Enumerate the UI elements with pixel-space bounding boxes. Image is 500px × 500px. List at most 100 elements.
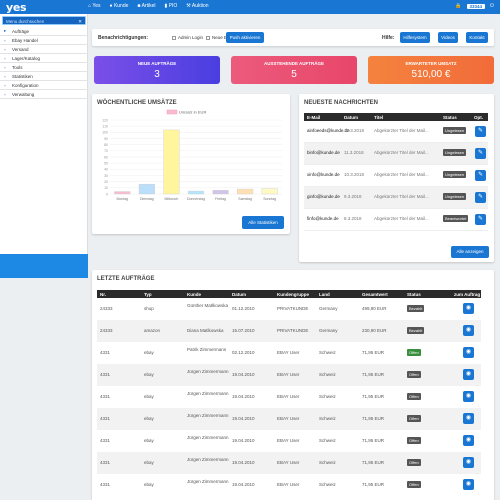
y-tick-label: 0 [106, 192, 108, 196]
sidebar-item-konfiguration[interactable]: ▫ Konfiguration [0, 81, 88, 90]
order-gruppe: PRIVATKUNDE [277, 306, 309, 311]
order-typ: ebay [144, 416, 154, 421]
eye-icon[interactable]: ◉ [463, 369, 474, 380]
y-tick-label: 60 [104, 155, 108, 159]
sidebar-item-verwaltung[interactable]: ▫ Verwaltung [0, 90, 88, 99]
message-row[interactable]: finfo@kunde.de 8.3.2018 Abgekürzter Tite… [304, 209, 488, 231]
order-datum: 19.04.2010 [232, 438, 255, 443]
eye-icon[interactable]: ◉ [463, 391, 474, 402]
status-badge: Ungelesen [443, 193, 467, 200]
col-kunde[interactable]: Kunde [187, 292, 201, 297]
top-nav: ⌂ Yes ● Kunde ■ Artikel ▮ PIO ⚒ Auktion [88, 3, 209, 9]
eye-icon[interactable]: ◉ [463, 303, 474, 314]
message-row[interactable]: binfo@kunde.de 11.3.2018 Abgekürzter Tit… [304, 143, 488, 165]
eye-icon[interactable]: ◉ [463, 413, 474, 424]
topnav-pio[interactable]: ▮ PIO [164, 3, 177, 9]
order-nr: 24333 [100, 328, 113, 333]
msg-date: 11.3.2018 [344, 150, 364, 155]
eye-icon[interactable]: ◉ [463, 479, 474, 490]
hilfesystem-button[interactable]: Hilfesystem [400, 32, 430, 43]
chart-bar [237, 188, 254, 195]
lock-icon[interactable]: 🔒 [455, 3, 462, 9]
message-row[interactable]: ginfo@kunde.de 9.3.2018 Abgekürzter Tite… [304, 187, 488, 209]
edit-icon[interactable]: ✎ [475, 148, 486, 159]
sidebar-item-lager[interactable]: ▫ Lager/Katalog [0, 54, 88, 63]
msg-email: binfo@kunde.de [307, 150, 340, 155]
x-tick-label: Montag [116, 197, 128, 201]
eye-icon[interactable]: ◉ [463, 325, 474, 336]
col-typ[interactable]: Typ [144, 292, 152, 297]
msg-title: Abgekürzter Titel der Mail... [374, 216, 429, 221]
admin-login-checkbox[interactable]: Admin Login [172, 35, 203, 40]
status-badge: Ungelesen [443, 127, 467, 134]
col-kundengruppe[interactable]: Kundengruppe [277, 292, 309, 297]
order-row[interactable]: 4331 ebay Jürgen Zimmermann 19.04.2010 E… [97, 386, 481, 408]
kpi-expected-revenue[interactable]: ERWARTETER UMSATZ 510,00 € [368, 56, 494, 84]
power-icon[interactable]: ⏻ [490, 3, 494, 9]
message-row[interactable]: xinfo@kunde.de 10.3.2018 Abgekürzter Tit… [304, 165, 488, 187]
msg-email: ginfo@kunde.de [307, 194, 340, 199]
status-badge: Ungelesen [443, 171, 467, 178]
chart-icon: ▮ [164, 3, 168, 9]
chart-bar [138, 183, 155, 195]
order-nr: 4331 [100, 460, 111, 465]
status-badge: Offen [407, 349, 421, 356]
edit-icon[interactable]: ✎ [475, 214, 486, 225]
counter-badge[interactable]: 33344 [466, 3, 486, 9]
eye-icon[interactable]: ◉ [463, 347, 474, 358]
legend-swatch [166, 109, 178, 115]
topnav-yes[interactable]: ⌂ Yes [88, 3, 101, 9]
status-badge: Beantwortet [443, 215, 469, 222]
col-datum[interactable]: Datum [232, 292, 247, 297]
videos-button[interactable]: Videos [438, 32, 458, 43]
order-kunde: Jürgen Zimmermann [187, 435, 229, 440]
msg-title: Abgekürzter Titel der Mail... [374, 150, 429, 155]
all-statistics-button[interactable]: Alle Statistiken [242, 216, 284, 229]
show-all-messages-button[interactable]: Alle anzeigen [451, 246, 489, 258]
sidebar-item-versand[interactable]: ▫ Versand [0, 45, 88, 54]
kontakt-button[interactable]: Kontakt [466, 32, 488, 43]
y-tick-label: 110 [102, 124, 108, 128]
edit-icon[interactable]: ✎ [475, 126, 486, 137]
x-tick-label: Samstag [238, 197, 252, 201]
topnav-kunde[interactable]: ● Kunde [110, 3, 129, 9]
edit-icon[interactable]: ✎ [475, 192, 486, 203]
edit-icon[interactable]: ✎ [475, 170, 486, 181]
kpi-new-orders[interactable]: NEUE AUFTRÄGE 3 [94, 56, 220, 84]
message-row[interactable]: ainfoeeds@kunde.de 12.3.2018 Abgekürzter… [304, 121, 488, 143]
order-row[interactable]: 4331 ebay Jürgen Zimmermann 19.04.2010 E… [97, 364, 481, 386]
order-datum: 19.04.2010 [232, 372, 255, 377]
col-land[interactable]: Land [319, 292, 330, 297]
neue-emails-checkbox[interactable]: Neue Emails [206, 35, 238, 40]
messages-header-row: E-Mail Datum Titel Status Opt. [304, 113, 488, 121]
order-row[interactable]: 4331 ebay Jürgen Zimmermann 19.04.2010 E… [97, 474, 481, 496]
sidebar-item-tools[interactable]: ▫ Tools [0, 63, 88, 72]
col-nr[interactable]: Nr. [100, 292, 107, 297]
sidebar-item-ebay[interactable]: ▫ Ebay Handel [0, 36, 88, 45]
eye-icon[interactable]: ◉ [463, 435, 474, 446]
order-row[interactable]: 4331 ebay Patrik Zimmermann 02.12.2010 E… [97, 342, 481, 364]
order-row[interactable]: 4331 ebay Jürgen Zimmermann 19.04.2010 E… [97, 452, 481, 474]
order-row[interactable]: 24333 amazon Diana Matlkowska 15.07.2010… [97, 320, 481, 342]
sidebar-item-label: Tools [12, 64, 23, 70]
app-logo[interactable]: yes [6, 1, 27, 14]
close-icon[interactable]: ✕ [78, 19, 82, 24]
topnav-artikel[interactable]: ■ Artikel [137, 3, 155, 9]
sidebar-search-input[interactable]: Menu durchsuchen ✕ [2, 16, 86, 25]
topnav-label: Kunde [113, 3, 129, 9]
col-status[interactable]: Status [407, 292, 421, 297]
order-datum: 01.12.2010 [232, 306, 255, 311]
eye-icon[interactable]: ◉ [463, 457, 474, 468]
order-typ: ebay [144, 372, 154, 377]
push-activate-button[interactable]: Push aktivieren [226, 32, 264, 43]
kpi-pending-orders[interactable]: AUSSTEHENDE AUFTRÄGE 5 [231, 56, 357, 84]
sidebar-item-auftraege[interactable]: ▸ Aufträge [0, 27, 88, 36]
sidebar-item-statistiken[interactable]: ▫ Statistiken [0, 72, 88, 81]
col-gesamtwert[interactable]: Gesamtwert [362, 292, 388, 297]
order-gruppe: EBAY User [277, 460, 300, 465]
topnav-auktion[interactable]: ⚒ Auktion [186, 3, 208, 9]
order-row[interactable]: 24333 shop Günther Matlkowska 01.12.2010… [97, 298, 481, 320]
order-row[interactable]: 4331 ebay Jürgen Zimmermann 19.04.2010 E… [97, 430, 481, 452]
order-row[interactable]: 4331 ebay Jürgen Zimmermann 19.04.2010 E… [97, 408, 481, 430]
msg-date: 12.3.2018 [344, 128, 365, 133]
